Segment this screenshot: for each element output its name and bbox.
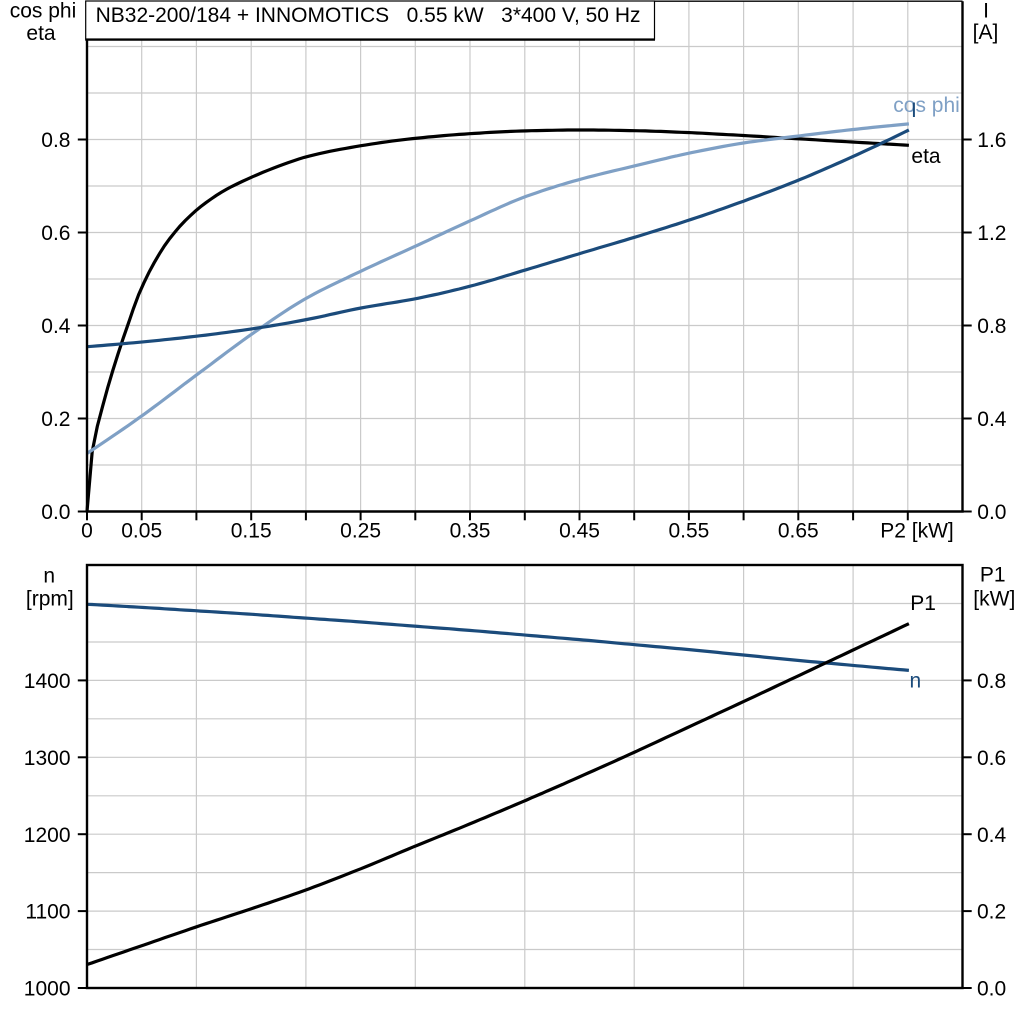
svg-text:0.6: 0.6: [41, 222, 70, 245]
svg-text:0.05: 0.05: [121, 520, 162, 543]
svg-text:I: I: [911, 99, 917, 122]
svg-text:1000: 1000: [24, 978, 71, 1001]
svg-text:0.0: 0.0: [977, 501, 1006, 524]
svg-text:1300: 1300: [24, 747, 71, 770]
svg-text:0.0: 0.0: [41, 501, 70, 524]
svg-text:0.2: 0.2: [977, 901, 1006, 924]
svg-text:cos phi: cos phi: [10, 0, 77, 23]
svg-text:P1: P1: [910, 592, 936, 615]
svg-text:1200: 1200: [24, 824, 71, 847]
svg-text:0: 0: [81, 520, 93, 543]
svg-text:cos phi: cos phi: [893, 94, 960, 117]
svg-text:1400: 1400: [24, 670, 71, 693]
svg-text:0.8: 0.8: [977, 315, 1006, 338]
svg-text:0.25: 0.25: [340, 520, 381, 543]
svg-text:1.6: 1.6: [977, 129, 1006, 152]
svg-text:NB32-200/184 + INNOMOTICS 0.: NB32-200/184 + INNOMOTICS 0.55 kW 3*400 …: [96, 4, 641, 27]
svg-text:[rpm]: [rpm]: [26, 588, 74, 611]
svg-text:[kW]: [kW]: [973, 588, 1015, 611]
svg-text:0.2: 0.2: [41, 408, 70, 431]
svg-text:0.0: 0.0: [977, 978, 1006, 1001]
svg-text:[A]: [A]: [973, 21, 999, 44]
svg-text:n: n: [43, 565, 55, 588]
svg-text:0.15: 0.15: [231, 520, 272, 543]
svg-text:0.8: 0.8: [41, 129, 70, 152]
svg-text:1.2: 1.2: [977, 222, 1006, 245]
svg-text:P2 [kW]: P2 [kW]: [880, 520, 954, 543]
svg-text:0.6: 0.6: [977, 747, 1006, 770]
svg-text:1100: 1100: [25, 901, 70, 924]
svg-text:I: I: [983, 0, 989, 23]
svg-text:0.8: 0.8: [977, 670, 1006, 693]
svg-text:0.55: 0.55: [668, 520, 709, 543]
svg-text:0.35: 0.35: [450, 520, 491, 543]
svg-text:P1: P1: [980, 564, 1006, 587]
svg-text:0.4: 0.4: [41, 315, 71, 338]
svg-text:0.4: 0.4: [977, 408, 1007, 431]
svg-text:0.65: 0.65: [778, 520, 819, 543]
svg-text:eta: eta: [911, 145, 941, 168]
svg-text:0.45: 0.45: [559, 520, 600, 543]
svg-text:eta: eta: [26, 22, 56, 45]
svg-text:n: n: [910, 669, 922, 692]
svg-text:0.4: 0.4: [977, 824, 1007, 847]
